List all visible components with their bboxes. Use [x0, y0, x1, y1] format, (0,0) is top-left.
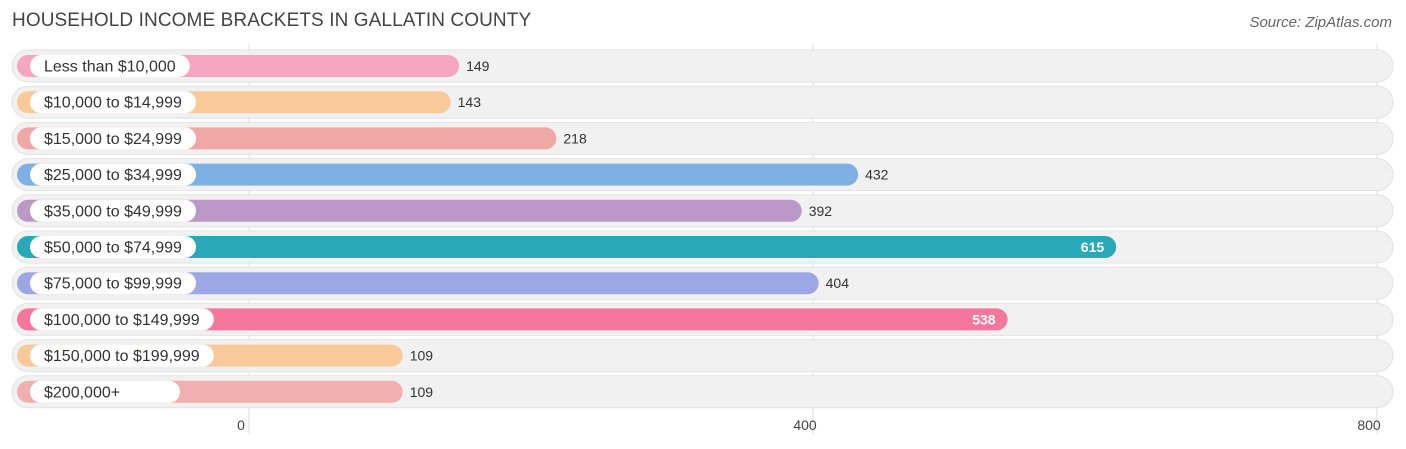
bar: [17, 272, 819, 295]
bar-row: $75,000 to $99,999 404: [11, 266, 1394, 300]
bar-row: $150,000 to $199,999 109: [11, 339, 1394, 373]
value-label: 149: [466, 58, 490, 74]
bar-row: $200,000+ 109: [11, 375, 1394, 409]
category-label-pill: [30, 344, 214, 367]
category-label-pill: [30, 236, 197, 258]
bar-row: $100,000 to $149,999 538: [11, 302, 1394, 336]
bar-row: $50,000 to $74,999 615: [11, 230, 1394, 264]
value-label: 218: [563, 130, 587, 146]
category-label: $35,000 to $49,999: [44, 203, 182, 220]
bar-row: $15,000 to $24,999 218: [11, 121, 1394, 155]
category-label: $15,000 to $24,999: [44, 131, 182, 148]
category-label: $25,000 to $34,999: [44, 167, 182, 184]
x-tick-label: 0: [237, 417, 245, 433]
category-label-pill: [30, 163, 197, 186]
category-label-pill: [30, 380, 180, 403]
bar: [17, 163, 859, 186]
bar: [17, 236, 1117, 258]
bar: [17, 308, 1008, 331]
bar-row: $35,000 to $49,999 392: [11, 194, 1394, 228]
chart-title: HOUSEHOLD INCOME BRACKETS IN GALLATIN CO…: [12, 10, 532, 31]
category-label-pill: [30, 127, 197, 150]
value-label: 109: [410, 384, 434, 400]
category-label-pill: [30, 55, 190, 77]
category-label-pill: [30, 308, 214, 331]
value-label: 109: [410, 348, 434, 364]
value-label: 143: [458, 94, 482, 110]
category-label-pill: [30, 272, 197, 295]
source-note: Source: ZipAtlas.com: [1249, 14, 1392, 31]
x-tick-label: 400: [793, 417, 817, 433]
bar-row: Less than $10,000 149: [11, 49, 1394, 83]
value-label: 432: [865, 167, 889, 183]
value-label: 615: [1081, 239, 1105, 255]
category-label: $50,000 to $74,999: [44, 240, 182, 257]
category-label: Less than $10,000: [44, 59, 176, 76]
bar-row: $25,000 to $34,999 432: [11, 158, 1394, 192]
value-label: 404: [826, 275, 850, 291]
category-label-pill: [30, 199, 197, 222]
bar-row: $10,000 to $14,999 143: [11, 85, 1394, 119]
value-label: 538: [972, 311, 996, 327]
value-label: 392: [809, 203, 833, 219]
category-label: $75,000 to $99,999: [44, 276, 182, 293]
category-label: $10,000 to $14,999: [44, 95, 182, 112]
category-label: $100,000 to $149,999: [44, 312, 200, 329]
category-label: $200,000+: [44, 384, 120, 401]
x-tick-label: 800: [1357, 417, 1381, 433]
category-label-pill: [30, 91, 197, 114]
bar: [17, 199, 802, 222]
category-label: $150,000 to $199,999: [44, 348, 200, 365]
